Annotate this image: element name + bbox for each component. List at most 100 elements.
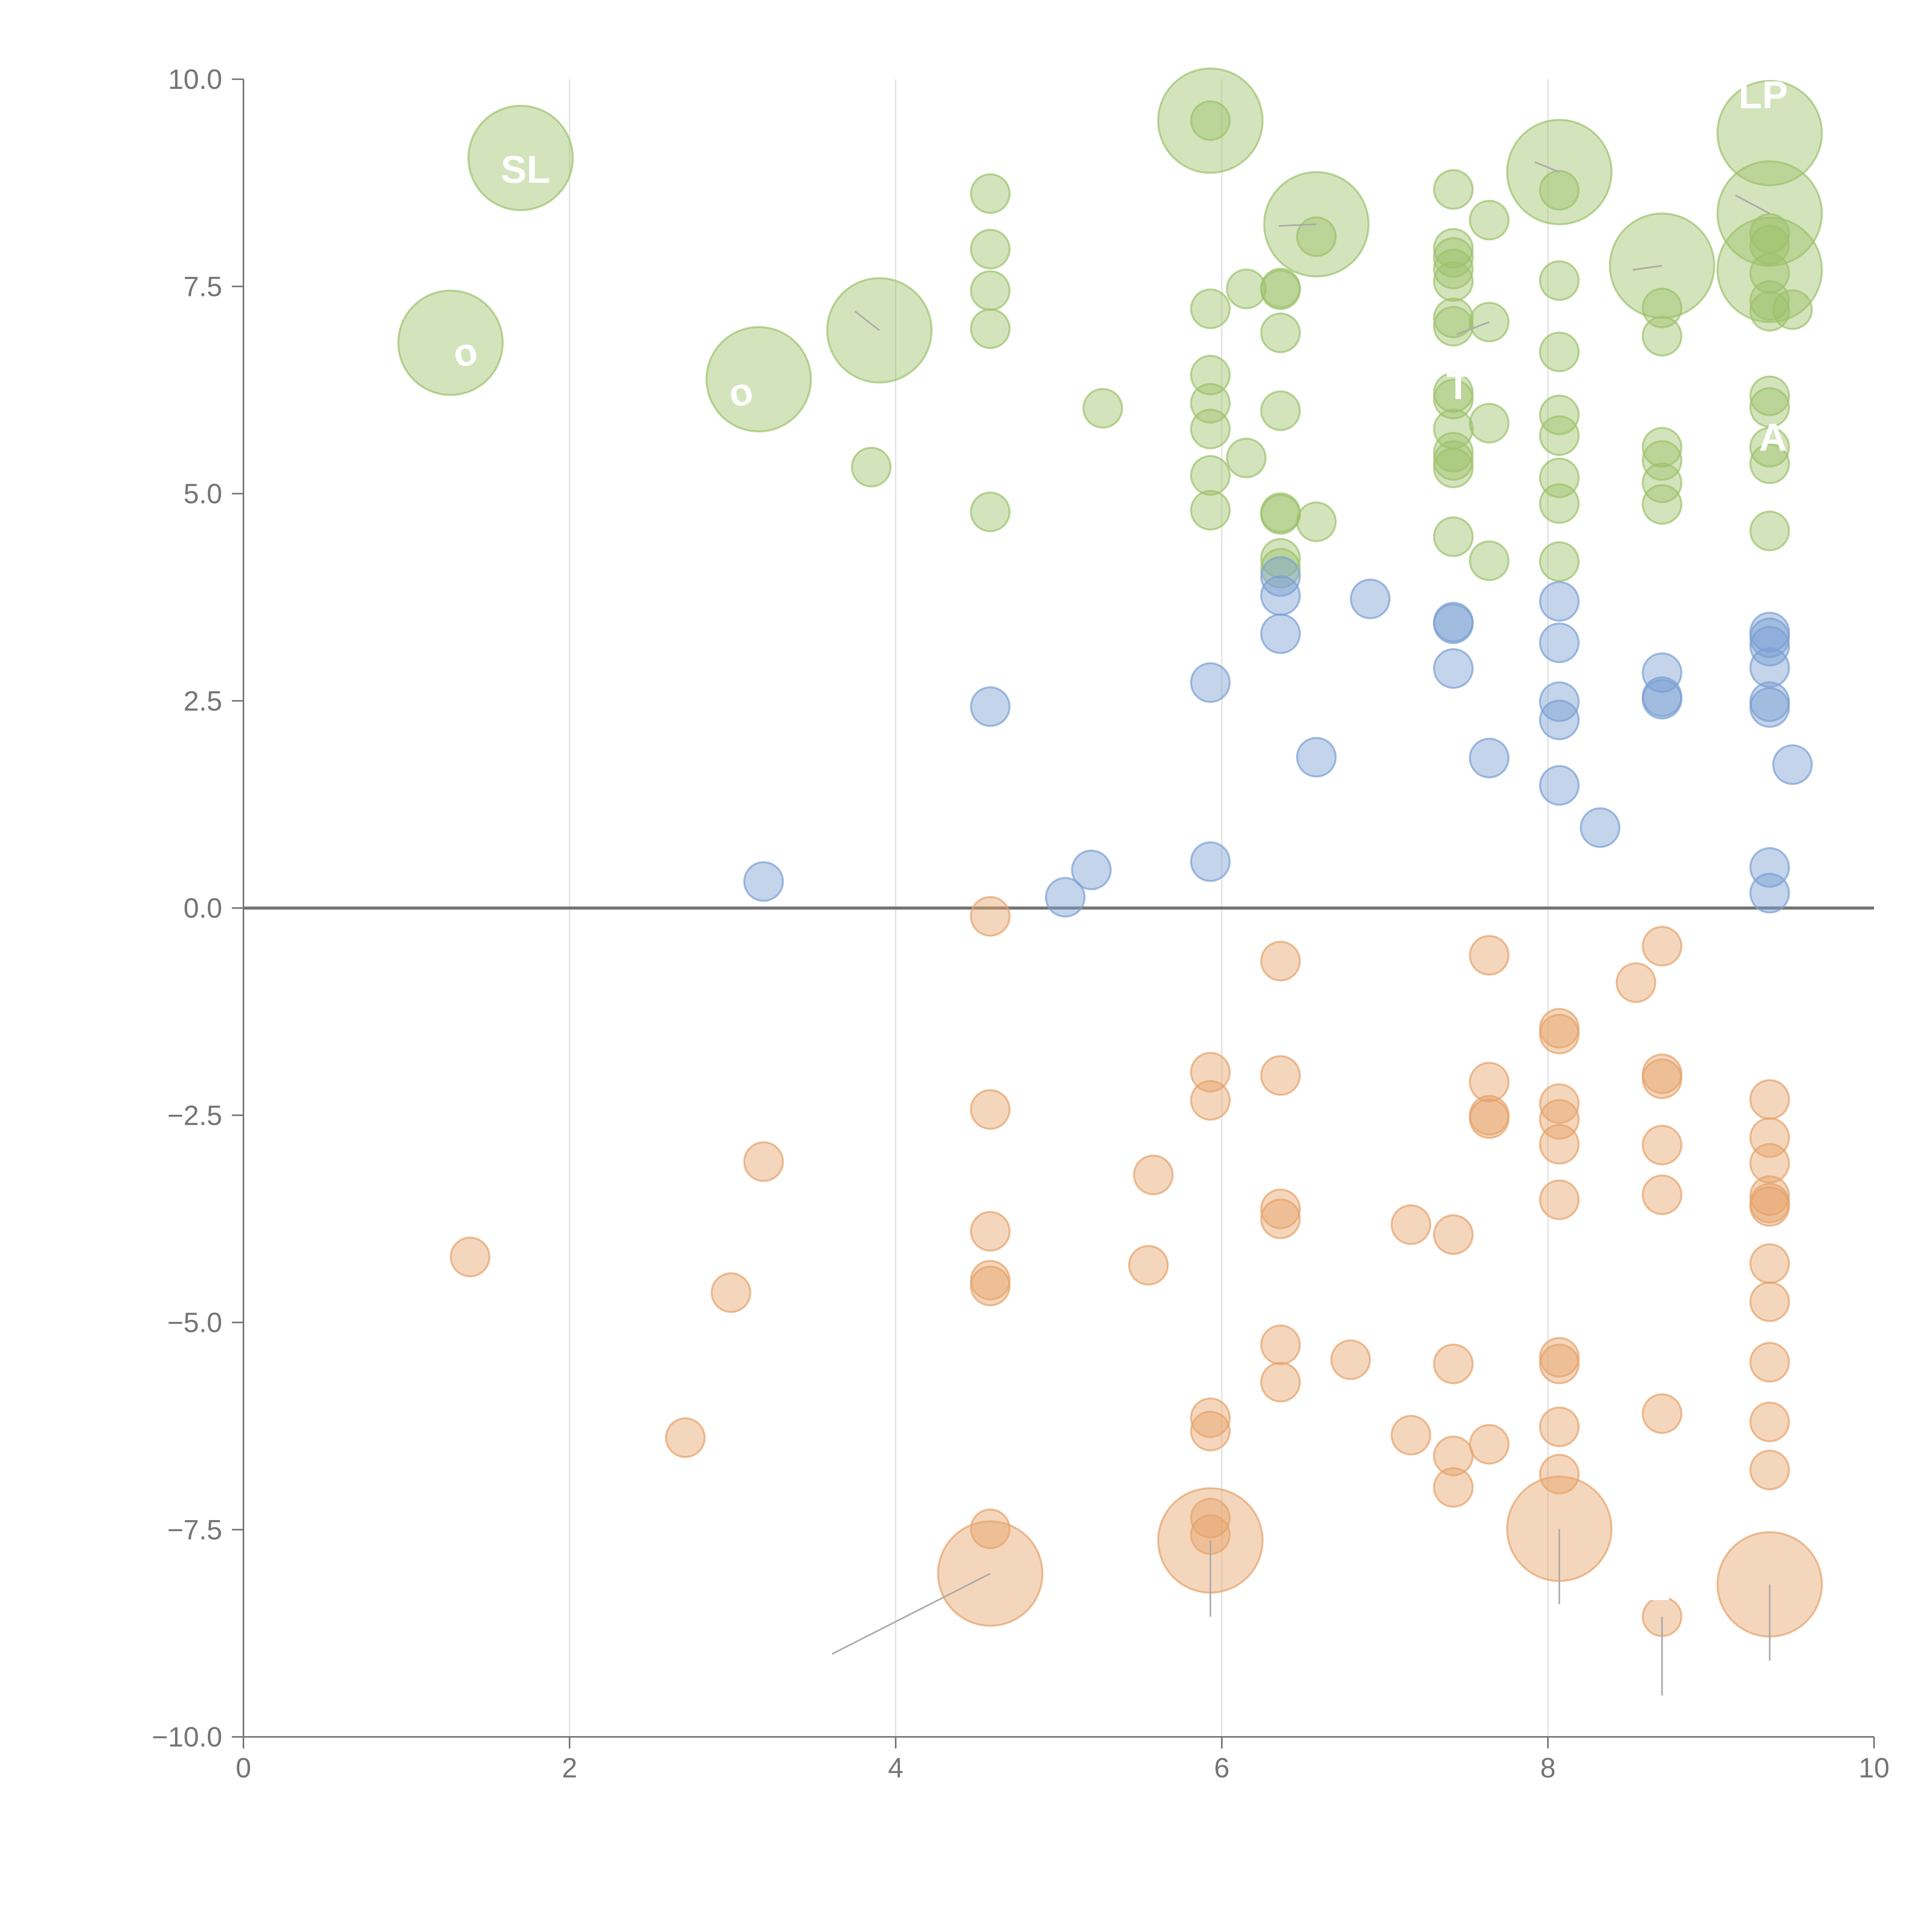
- data-point-orange: [1539, 1344, 1580, 1384]
- data-point-orange: [1260, 1198, 1301, 1239]
- data-point-orange: [970, 1211, 1011, 1252]
- data-point-blue: [1772, 744, 1813, 785]
- data-point-green: [1749, 427, 1790, 468]
- data-point-orange: [1749, 1342, 1790, 1383]
- data-point-green: [1641, 287, 1682, 328]
- data-point-green: [1539, 395, 1580, 435]
- point-label: LLD: [1623, 1565, 1698, 1609]
- x-tick-label: 4: [888, 1753, 903, 1784]
- data-point-green: [1433, 228, 1474, 269]
- data-point-green: [1749, 510, 1790, 551]
- data-point-blue: [1539, 765, 1580, 806]
- y-tick-label: 0.0: [184, 893, 222, 924]
- data-point-blue: [1469, 738, 1510, 779]
- data-point-green: [1190, 408, 1231, 449]
- data-point-orange: [1128, 1245, 1169, 1286]
- data-point-orange: [1190, 1410, 1231, 1451]
- data-point-orange: [1616, 962, 1656, 1003]
- data-point-green: [1157, 67, 1264, 174]
- leader-line: [1633, 265, 1662, 271]
- data-point-green: [1433, 432, 1474, 473]
- data-point-orange: [1749, 1186, 1790, 1227]
- data-point-orange: [1641, 1124, 1682, 1165]
- data-point-green: [970, 492, 1011, 532]
- data-point-green: [1433, 298, 1474, 338]
- data-point-green: [1260, 390, 1301, 431]
- point-label: A: [1759, 416, 1787, 459]
- y-tick-label: −10.0: [152, 1722, 222, 1753]
- data-point-blue: [1350, 578, 1391, 619]
- data-point-blue: [1045, 877, 1086, 918]
- data-point-orange: [1260, 1055, 1301, 1096]
- data-point-orange: [1260, 940, 1301, 981]
- y-tick-label: 7.5: [184, 271, 222, 302]
- data-point-orange: [1539, 1124, 1580, 1165]
- data-point-orange: [1260, 1362, 1301, 1403]
- data-point-green: [970, 308, 1011, 349]
- data-point-orange: [711, 1272, 752, 1313]
- points-layer: [397, 67, 1823, 1638]
- data-point-green: [1190, 490, 1231, 531]
- data-point-orange: [743, 1141, 784, 1182]
- data-point-orange: [970, 1509, 1011, 1549]
- data-point-orange: [1749, 1281, 1790, 1322]
- data-point-green: [1469, 200, 1510, 241]
- data-point-orange: [1641, 1174, 1682, 1215]
- data-point-green: [1296, 501, 1337, 542]
- data-point-green: [1190, 100, 1231, 141]
- data-point-green: [1469, 540, 1510, 581]
- data-point-orange: [1391, 1415, 1432, 1456]
- data-point-orange: [1749, 1079, 1790, 1120]
- data-point-green: [1641, 316, 1682, 357]
- data-point-orange: [1469, 1098, 1510, 1139]
- data-point-orange: [1641, 1393, 1682, 1434]
- data-point-orange: [1190, 1397, 1231, 1438]
- data-point-green: [1539, 483, 1580, 524]
- data-point-green: [851, 447, 892, 488]
- data-point-orange: [1539, 1179, 1580, 1220]
- data-point-orange: [1749, 1401, 1790, 1442]
- y-tick-label: 5.0: [184, 479, 222, 510]
- leader-line: [1456, 321, 1490, 335]
- data-point-green: [1433, 169, 1474, 210]
- data-point-green: [970, 229, 1011, 270]
- data-point-orange: [1260, 1324, 1301, 1365]
- data-point-orange: [665, 1417, 706, 1458]
- leader-line: [1279, 223, 1316, 227]
- data-point-green: [970, 270, 1011, 311]
- data-point-green: [970, 173, 1011, 214]
- data-point-blue: [1190, 841, 1231, 882]
- data-point-green: [1260, 538, 1301, 579]
- data-point-green: [1749, 280, 1790, 321]
- data-point-blue: [1260, 575, 1301, 616]
- x-tick-label: 8: [1540, 1753, 1556, 1784]
- data-point-green: [1296, 216, 1337, 257]
- data-point-green: [1716, 80, 1823, 186]
- leader-line: [832, 1573, 991, 1655]
- data-point-blue: [1539, 622, 1580, 663]
- data-point-orange: [1190, 1052, 1231, 1093]
- data-point-blue: [1539, 581, 1580, 622]
- data-point-green: [1716, 216, 1823, 323]
- data-point-orange: [1641, 926, 1682, 967]
- data-point-green: [1641, 427, 1682, 468]
- axis-layer: 10.0 7.5 5.0 2.5 0.0 −2.5 −5.0 −7.5 −10.0 0 2 4 6 8 10: [152, 64, 1889, 1784]
- x-tick-label: 6: [1214, 1753, 1230, 1784]
- data-point-blue: [1296, 737, 1337, 778]
- data-point-green: [1641, 484, 1682, 525]
- data-point-blue: [1580, 807, 1621, 848]
- data-point-green: [1260, 494, 1301, 535]
- data-point-green: [1433, 379, 1474, 420]
- data-point-blue: [743, 861, 784, 902]
- data-point-green: [1749, 443, 1790, 484]
- data-point-green: [1539, 541, 1580, 582]
- data-point-green: [1539, 260, 1580, 301]
- data-point-orange: [1749, 1143, 1790, 1184]
- data-point-green: [1082, 388, 1123, 429]
- y-tick-label: −5.0: [167, 1308, 222, 1338]
- point-label: SL: [501, 148, 550, 191]
- data-point-green: [1539, 170, 1580, 211]
- data-point-green: [1260, 269, 1301, 310]
